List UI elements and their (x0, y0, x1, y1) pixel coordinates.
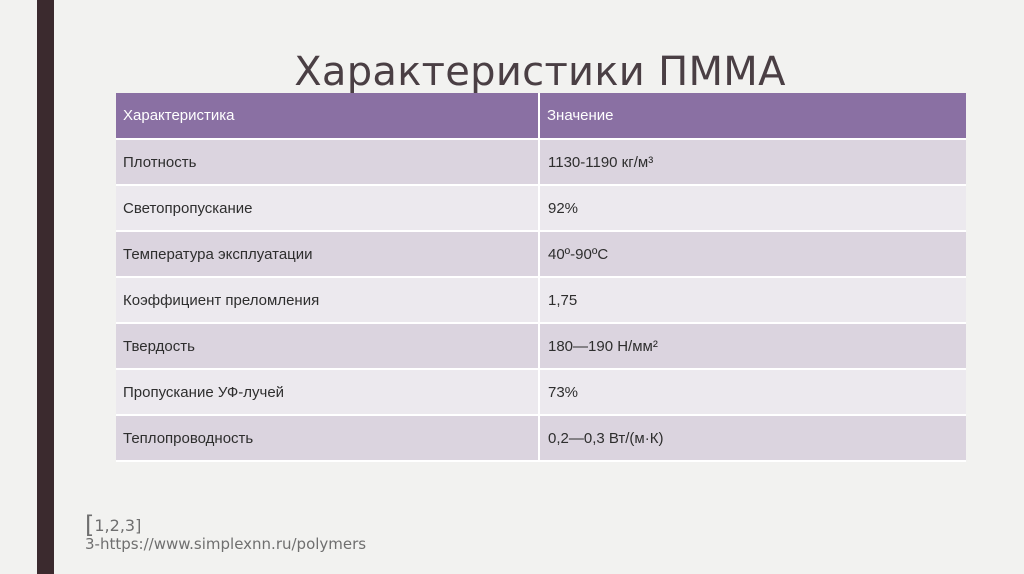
row-value: 92% (538, 185, 966, 232)
row-value: 73% (538, 369, 966, 416)
row-name: Светопропускание (116, 185, 539, 232)
row-value: 180—190 Н/мм² (538, 323, 966, 370)
table-row: Твердость 180—190 Н/мм² (116, 323, 966, 370)
reference-source-link[interactable]: 3-https://www.simplexnn.ru/polymers (85, 535, 367, 553)
table-row: Теплопроводность 0,2—0,3 Вт/(м·К) (116, 415, 966, 462)
table-row: Плотность 1130-1190 кг/м³ (116, 139, 966, 186)
table-row: Пропускание УФ-лучей 73% (116, 369, 966, 416)
table-header-row: Характеристика Значение (116, 93, 966, 140)
header-characteristic: Характеристика (116, 93, 539, 140)
row-value: 1130-1190 кг/м³ (538, 139, 966, 186)
slide-title: Характеристики ПММА (294, 48, 786, 95)
row-name: Твердость (116, 323, 539, 370)
row-name: Температура эксплуатации (116, 231, 539, 278)
reference-numbers-text: 1,2,3] (94, 516, 142, 535)
table-row: Светопропускание 92% (116, 185, 966, 232)
row-name: Плотность (116, 139, 539, 186)
reference-bracket: [ (85, 511, 95, 539)
table-row: Температура эксплуатации 40º-90ºC (116, 231, 966, 278)
table-row: Коэффициент преломления 1,75 (116, 277, 966, 324)
row-name: Коэффициент преломления (116, 277, 539, 324)
references: [1,2,3] 3-https://www.simplexnn.ru/polym… (85, 513, 367, 553)
header-value: Значение (538, 93, 966, 140)
row-name: Теплопроводность (116, 415, 539, 462)
row-value: 0,2—0,3 Вт/(м·К) (538, 415, 966, 462)
reference-numbers: [1,2,3] (85, 513, 366, 537)
row-value: 1,75 (538, 277, 966, 324)
properties-table: Характеристика Значение Плотность 1130-1… (116, 93, 966, 462)
row-value: 40º-90ºC (538, 231, 966, 278)
accent-bar (37, 0, 54, 574)
row-name: Пропускание УФ-лучей (116, 369, 539, 416)
